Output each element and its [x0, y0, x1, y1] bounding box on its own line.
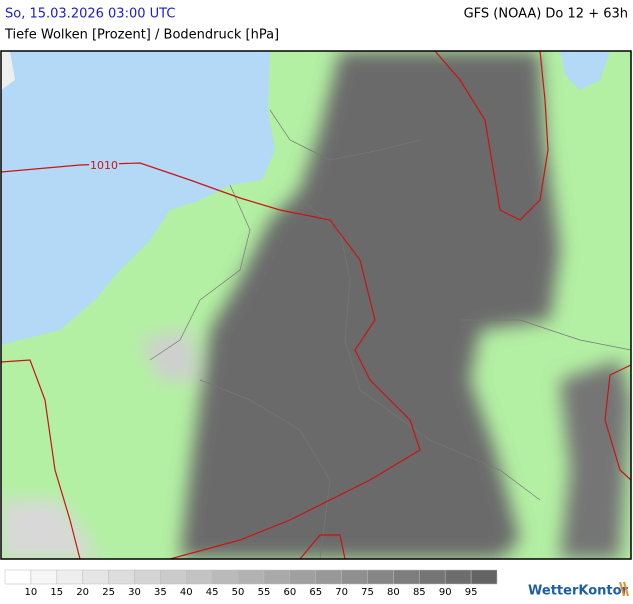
legend-label: 50	[232, 587, 245, 598]
legend-swatch	[315, 569, 342, 585]
isobars	[1, 51, 631, 559]
legend-swatch	[82, 569, 109, 585]
legend-label: 80	[387, 587, 400, 598]
legend-swatch	[444, 569, 472, 585]
isobar-label: 1010	[90, 159, 118, 172]
legend-swatch	[367, 569, 394, 585]
legend-label: 65	[309, 587, 322, 598]
map: 1010	[1, 51, 631, 559]
legend-swatch	[237, 569, 265, 585]
legend-swatch	[108, 569, 135, 585]
isobar-label-bg	[89, 159, 119, 172]
sea	[1, 51, 275, 345]
legend-swatch	[393, 569, 420, 585]
legend-label: 90	[439, 587, 452, 598]
legend-label: 40	[180, 587, 193, 598]
legend-swatch	[263, 569, 291, 585]
legend-swatch	[419, 569, 446, 585]
legend-label: 85	[413, 587, 426, 598]
legend-swatch	[289, 569, 316, 585]
legend-label: 10	[25, 587, 38, 598]
subtitle: Tiefe Wolken [Prozent] / Bodendruck [hPa…	[4, 28, 279, 43]
legend-swatch	[341, 569, 368, 585]
legend-swatch	[134, 569, 161, 585]
legend-swatch	[186, 569, 213, 585]
legend-swatch	[160, 569, 187, 585]
legend-label: 95	[465, 587, 478, 598]
legend-swatch	[4, 569, 32, 585]
legend-label: 25	[102, 587, 115, 598]
model-run: GFS (NOAA) Do 12 + 63h	[464, 7, 628, 22]
cloud-cover	[1, 51, 15, 90]
legend-label: 75	[361, 587, 374, 598]
legend-swatch	[211, 569, 239, 585]
legend-label: 30	[128, 587, 141, 598]
legend-label: 15	[50, 587, 63, 598]
logo: WetterKontor	[528, 584, 629, 599]
legend-swatch	[56, 569, 83, 585]
legend-label: 20	[76, 587, 89, 598]
legend-label: 45	[206, 587, 219, 598]
valid-time: So, 15.03.2026 03:00 UTC	[5, 7, 175, 22]
legend-label: 60	[283, 587, 296, 598]
cloud-cover	[1, 51, 631, 559]
legend-label: 35	[154, 587, 167, 598]
legend-swatch	[30, 569, 58, 585]
legend-swatch	[470, 569, 498, 585]
legend-label: 55	[258, 587, 271, 598]
map-frame	[0, 50, 632, 560]
sea	[560, 51, 610, 90]
borders	[149, 109, 631, 559]
legend-label: 70	[335, 587, 348, 598]
legend: 10 15 20 25 30 35 40 45 50 55 60 65 70 75 80 85 90 95	[4, 569, 498, 598]
logo-mark	[619, 581, 629, 597]
